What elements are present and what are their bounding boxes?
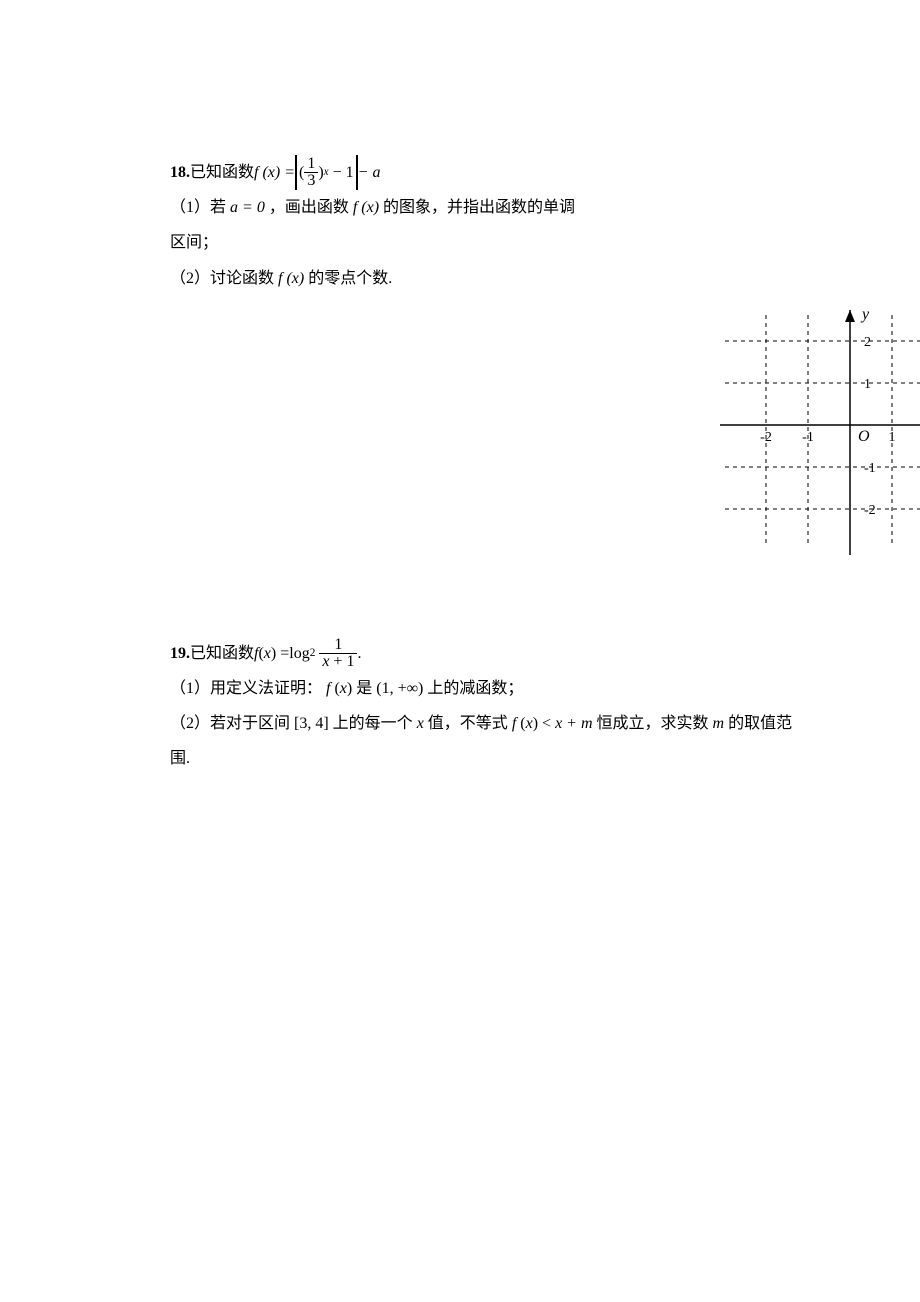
p18-tail: − a [358,155,381,190]
q2-label: （2）讨论函数 [170,270,278,287]
svg-text:y: y [860,306,870,323]
q1-a0: a = 0 [230,199,265,216]
svg-text:-2: -2 [760,430,772,445]
problem-19: 19. 已知函数 f (x) = log 2 1 x + 1 . （1）用定义法… [170,636,860,777]
q2-end: 的零点个数. [308,270,392,287]
frac-num: 1 [304,156,318,173]
p19-den-rest: + 1 [333,653,354,670]
p19-stem: 19. 已知函数 f (x) = log 2 1 x + 1 . [170,636,860,671]
problem-18: 18. 已知函数 f (x) = ( 1 3 ) x − 1 − a [170,155,860,296]
p18-stem: 18. 已知函数 f (x) = ( 1 3 ) x − 1 − a [170,155,590,190]
svg-text:-1: -1 [864,461,876,476]
q1-mid: ，画出函数 [269,199,353,216]
svg-text:-2: -2 [864,503,876,518]
p19-den-x: x [322,653,329,670]
q1-int: (1, +∞) [376,680,423,697]
q2-mid1: 上的每一个 [333,715,417,732]
q1-label: （1）若 [170,199,230,216]
p18-frac: 1 3 [304,156,318,189]
frac-den: 3 [304,173,318,189]
p19-log: log [289,636,309,671]
q1-mid: 是 [356,680,376,697]
q2-m: m [713,715,725,732]
p19-frac: 1 x + 1 [319,637,357,670]
p19-prefix: 已知函数 [190,636,254,671]
p18-fx: f (x) = [254,155,295,190]
p18-abs: ( 1 3 ) x − 1 [295,155,358,190]
svg-text:1: 1 [889,430,896,445]
p18-q2: （2）讨论函数 f (x) 的零点个数. [170,261,590,296]
chart-svg: -2-112-2-112Oxy [720,305,920,565]
p19-logbase: 2 [310,641,316,666]
q2-mid3: 恒成立，求实数 [597,715,713,732]
p19-q2-line2: 围. [170,741,860,776]
q2-fx: f (x) [278,270,304,287]
p18-q1: （1）若 a = 0 ，画出函数 f (x) 的图象，并指出函数的单调区间； [170,190,590,260]
problem-18-text: 18. 已知函数 f (x) = ( 1 3 ) x − 1 − a [170,155,590,296]
q2-mid4: 的取值范 [728,715,792,732]
p19-frac-num: 1 [319,637,357,654]
q2-lt: < [542,715,555,732]
q2-mid2: 值，不等式 [428,715,512,732]
p19-q2: （2）若对于区间 [3, 4] 上的每一个 x 值，不等式 f (x) < x … [170,706,860,741]
p18-exp: x [324,160,329,185]
svg-text:2: 2 [864,335,871,350]
abs-content: ( 1 3 ) x − 1 [297,155,356,190]
q1-paren: (x) [334,680,352,697]
q1-label: （1）用定义法证明： [170,680,322,697]
q1-fx: f (x) [353,199,379,216]
svg-text:1: 1 [864,377,871,392]
q2-paren: (x) [520,715,538,732]
coordinate-chart: -2-112-2-112Oxy [720,305,920,578]
p19-tail: . [357,636,361,671]
p19-q1: （1）用定义法证明： f (x) 是 (1, +∞) 上的减函数； [170,671,860,706]
p18-number: 18. [170,155,190,190]
q2-xpm: x + m [555,715,592,732]
q1-end: 上的减函数； [427,680,523,697]
svg-text:-1: -1 [802,430,814,445]
q2-fx: f [512,715,520,732]
p19-number: 19. [170,636,190,671]
q2-label: （2）若对于区间 [170,715,294,732]
p18-prefix: 已知函数 [190,155,254,190]
p18-minus1: − 1 [333,155,354,190]
svg-text:O: O [858,428,870,445]
q2-x: x [417,715,424,732]
p19-frac-den: x + 1 [319,654,357,670]
p19-paren-x: (x) = [258,636,289,671]
q2-int: [3, 4] [294,715,329,732]
